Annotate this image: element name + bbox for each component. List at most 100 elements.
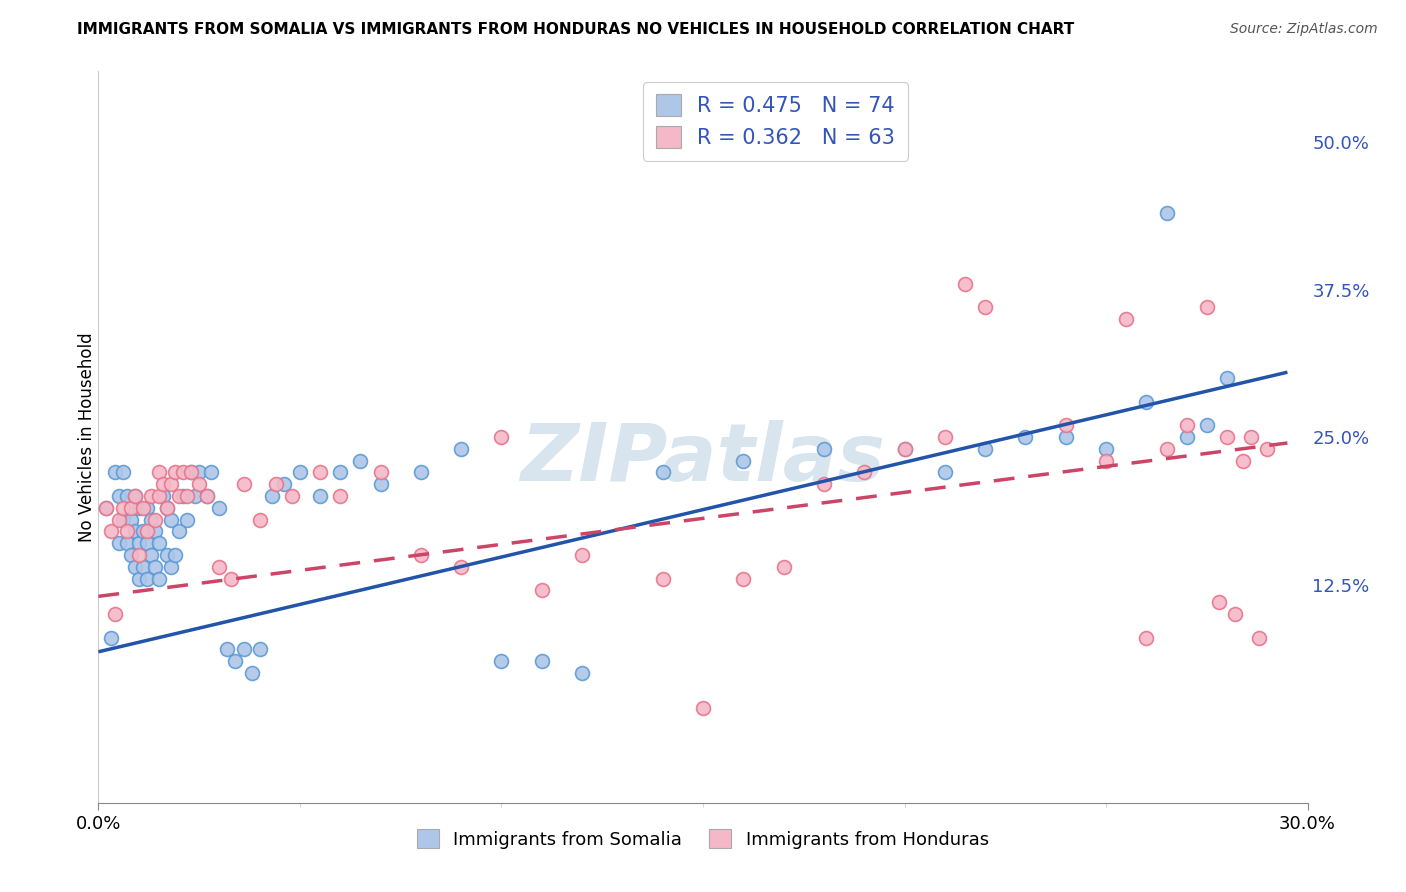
Point — [128, 500, 150, 515]
Point — [124, 489, 146, 503]
Point — [160, 513, 183, 527]
Point — [813, 477, 835, 491]
Point — [288, 466, 311, 480]
Point — [232, 477, 254, 491]
Point — [135, 500, 157, 515]
Point — [139, 548, 162, 562]
Point — [934, 430, 956, 444]
Point — [450, 442, 472, 456]
Point — [160, 477, 183, 491]
Point — [1175, 430, 1198, 444]
Point — [172, 489, 194, 503]
Point — [163, 466, 186, 480]
Point — [1232, 453, 1254, 467]
Point — [530, 583, 553, 598]
Point — [152, 477, 174, 491]
Point — [491, 654, 513, 668]
Point — [893, 442, 915, 456]
Point — [1216, 430, 1239, 444]
Point — [111, 513, 134, 527]
Point — [329, 489, 352, 503]
Point — [200, 466, 222, 480]
Point — [176, 489, 198, 503]
Point — [240, 666, 263, 681]
Point — [167, 489, 190, 503]
Point — [96, 500, 118, 515]
Point — [139, 489, 162, 503]
Point — [772, 559, 794, 574]
Point — [96, 500, 118, 515]
Point — [195, 489, 218, 503]
Point — [148, 572, 170, 586]
Point — [100, 631, 122, 645]
Point — [124, 559, 146, 574]
Point — [1240, 430, 1263, 444]
Point — [188, 466, 211, 480]
Point — [893, 442, 915, 456]
Point — [107, 513, 129, 527]
Point — [208, 559, 231, 574]
Point — [281, 489, 304, 503]
Point — [974, 442, 997, 456]
Point — [1095, 453, 1118, 467]
Point — [107, 489, 129, 503]
Point — [853, 466, 876, 480]
Point — [180, 466, 202, 480]
Point — [217, 642, 239, 657]
Point — [143, 524, 166, 539]
Point — [180, 466, 202, 480]
Point — [195, 489, 218, 503]
Point — [135, 572, 157, 586]
Y-axis label: No Vehicles in Household: No Vehicles in Household — [79, 332, 96, 542]
Point — [309, 489, 332, 503]
Point — [148, 489, 170, 503]
Point — [1195, 418, 1218, 433]
Text: IMMIGRANTS FROM SOMALIA VS IMMIGRANTS FROM HONDURAS NO VEHICLES IN HOUSEHOLD COR: IMMIGRANTS FROM SOMALIA VS IMMIGRANTS FR… — [77, 22, 1074, 37]
Point — [172, 466, 194, 480]
Point — [1175, 418, 1198, 433]
Point — [156, 548, 179, 562]
Point — [132, 524, 155, 539]
Point — [139, 513, 162, 527]
Point — [530, 654, 553, 668]
Point — [176, 513, 198, 527]
Point — [409, 548, 432, 562]
Point — [1135, 394, 1157, 409]
Point — [143, 513, 166, 527]
Point — [156, 500, 179, 515]
Point — [651, 572, 673, 586]
Point — [260, 489, 283, 503]
Point — [974, 301, 997, 315]
Point — [264, 477, 287, 491]
Point — [692, 701, 714, 715]
Point — [184, 489, 207, 503]
Point — [934, 466, 956, 480]
Point — [349, 453, 371, 467]
Point — [115, 489, 138, 503]
Point — [128, 548, 150, 562]
Point — [1095, 442, 1118, 456]
Point — [167, 524, 190, 539]
Point — [135, 536, 157, 550]
Point — [571, 548, 593, 562]
Point — [163, 548, 186, 562]
Point — [1249, 631, 1271, 645]
Point — [124, 524, 146, 539]
Point — [120, 500, 142, 515]
Point — [132, 500, 155, 515]
Point — [1208, 595, 1230, 609]
Point — [120, 513, 142, 527]
Point — [1054, 430, 1077, 444]
Point — [132, 559, 155, 574]
Point — [148, 466, 170, 480]
Point — [273, 477, 295, 491]
Point — [370, 477, 392, 491]
Point — [115, 524, 138, 539]
Point — [100, 524, 122, 539]
Point — [491, 430, 513, 444]
Point — [370, 466, 392, 480]
Point — [124, 489, 146, 503]
Point — [111, 500, 134, 515]
Point — [143, 559, 166, 574]
Point — [309, 466, 332, 480]
